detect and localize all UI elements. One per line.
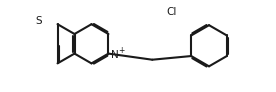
Text: S: S bbox=[36, 16, 43, 26]
Text: N: N bbox=[112, 50, 119, 60]
Text: +: + bbox=[118, 46, 124, 55]
Text: Cl: Cl bbox=[166, 7, 176, 17]
